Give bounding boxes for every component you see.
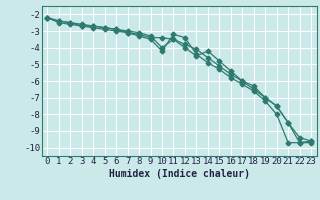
X-axis label: Humidex (Indice chaleur): Humidex (Indice chaleur) <box>109 169 250 179</box>
